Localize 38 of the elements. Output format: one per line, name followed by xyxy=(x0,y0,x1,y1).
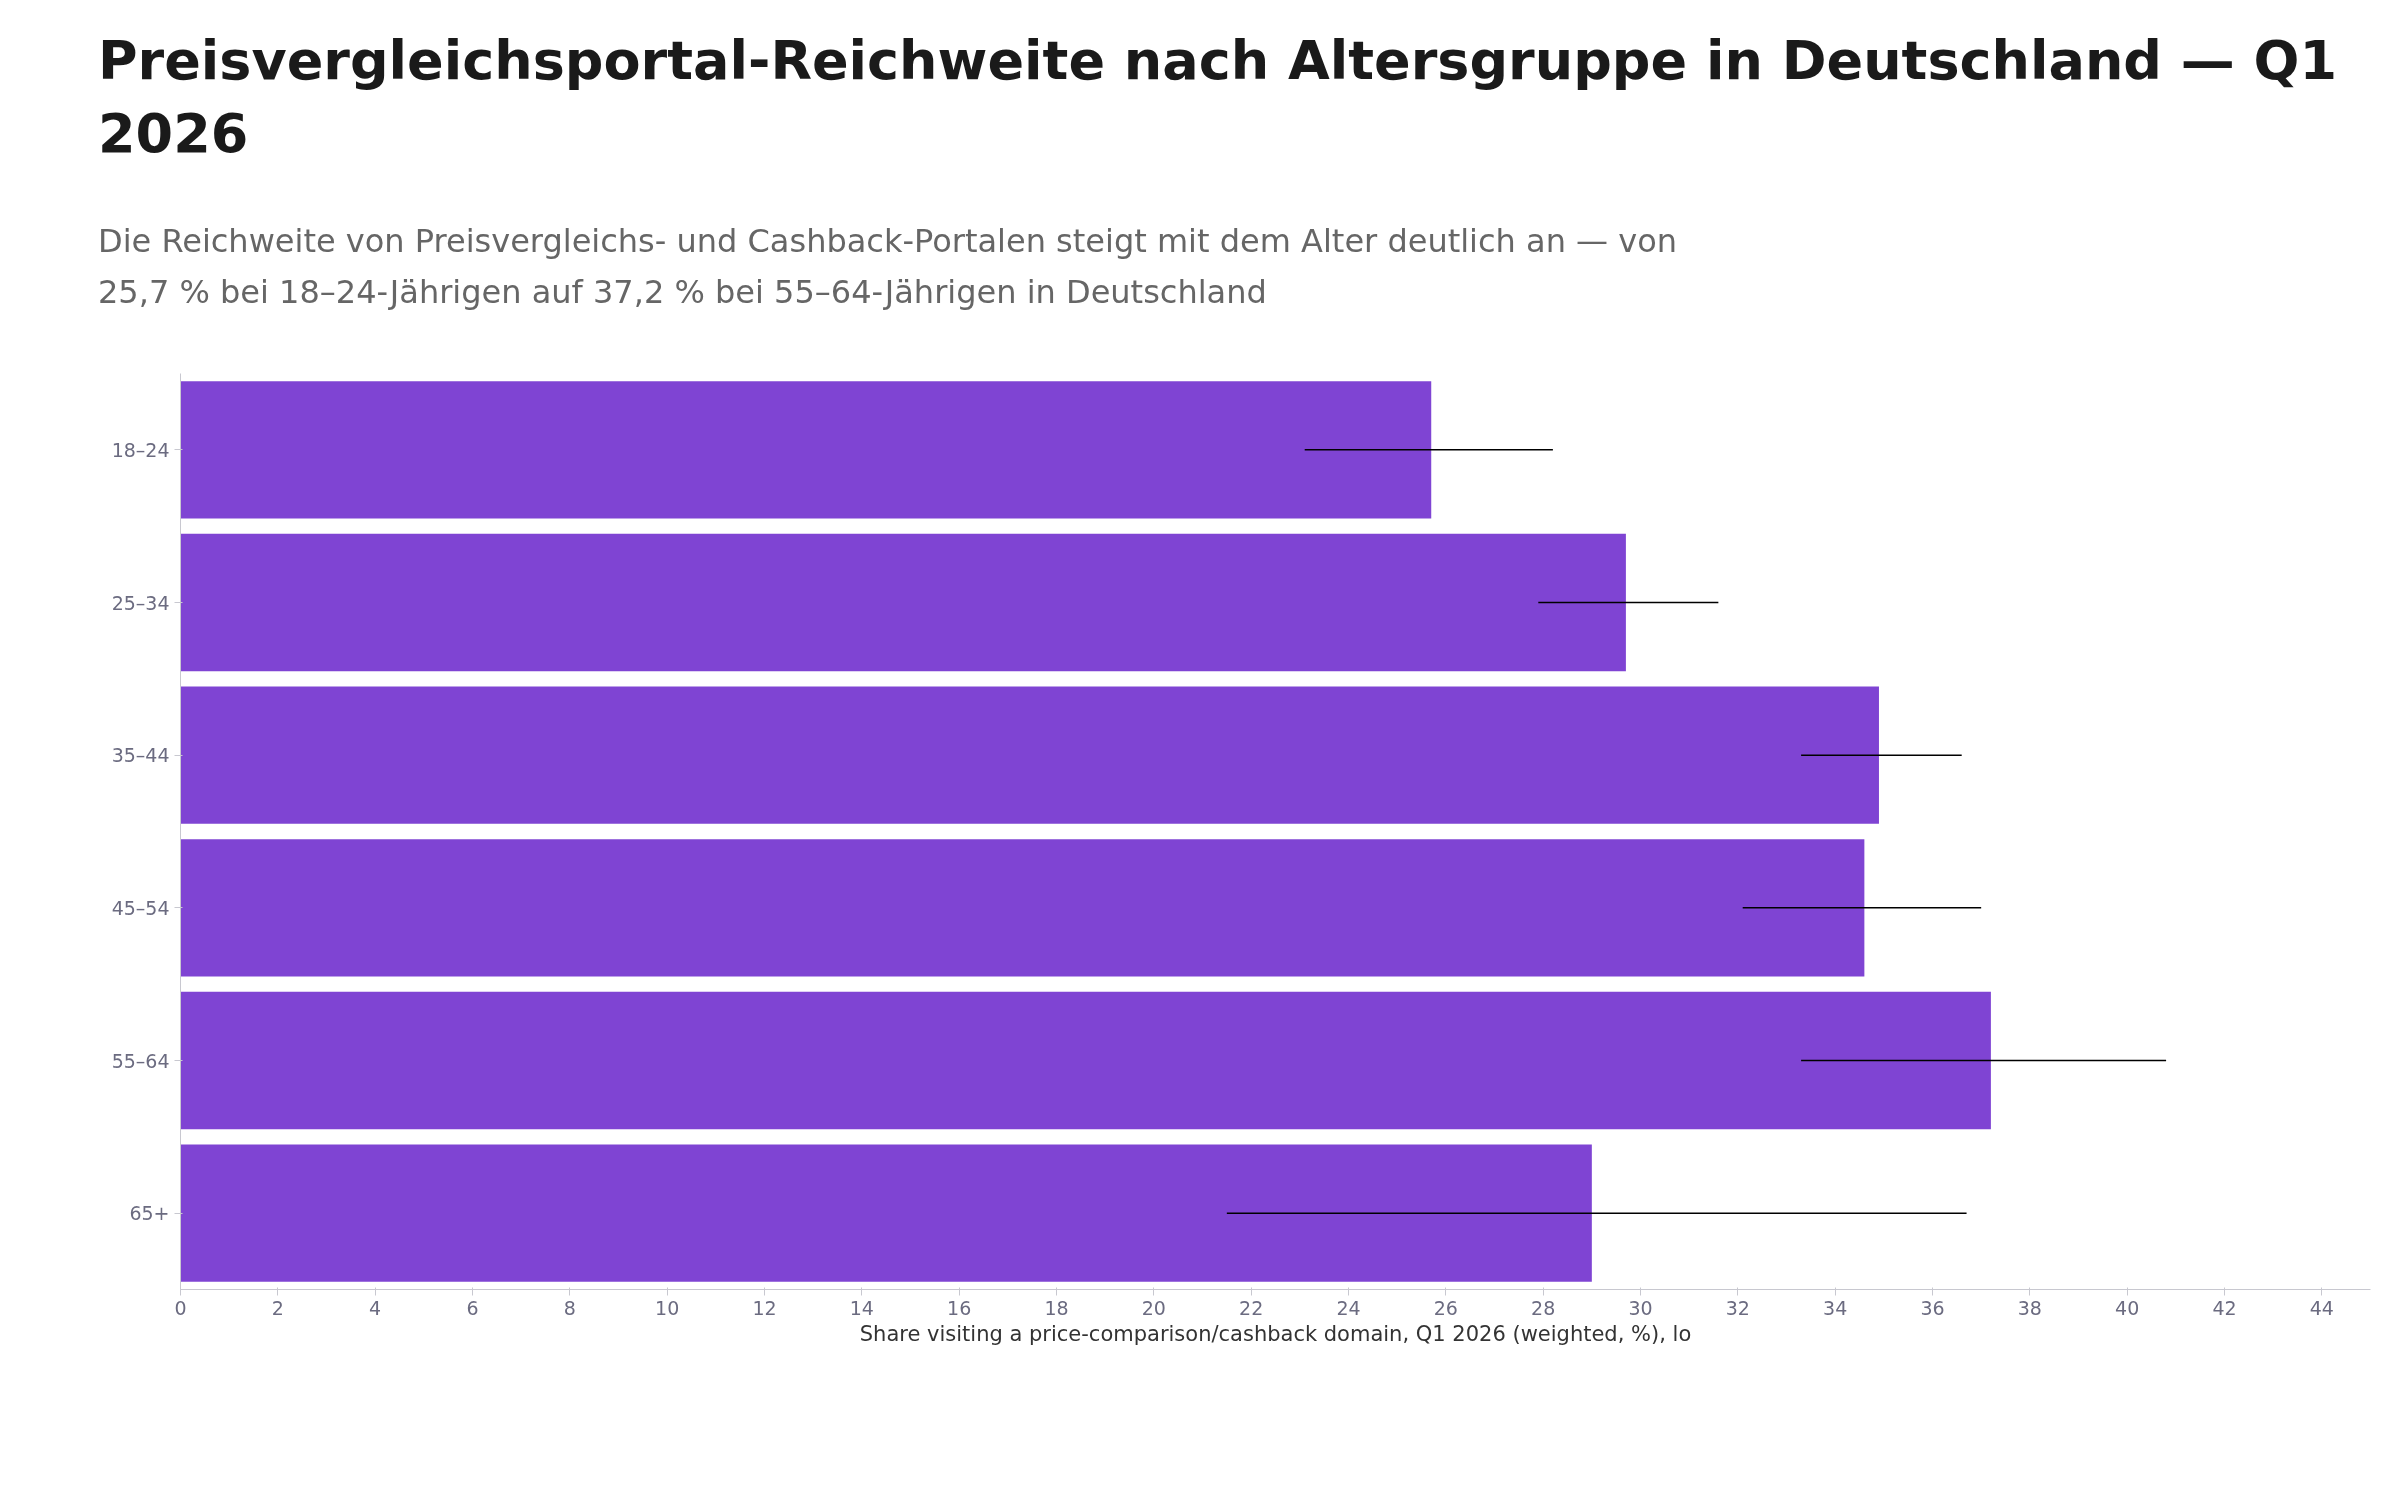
y-tick-label: 25–34 xyxy=(111,591,170,614)
x-tick-label: 4 xyxy=(369,1296,382,1319)
x-tick-label: 0 xyxy=(174,1296,187,1319)
y-tick-label: 45–54 xyxy=(111,896,170,919)
bar xyxy=(180,381,1432,519)
x-tick-label: 14 xyxy=(849,1296,874,1319)
y-tick-label: 35–44 xyxy=(111,744,170,767)
chart-subtitle: Die Reichweite von Preisvergleichs- und Cashback-Portalen steigt mit dem Alter deutlich an — von 25,7 % bei 18–24-Jährigen auf 37,2 % bei 55–64-Jährigen in Deutschland xyxy=(98,220,1679,313)
x-tick-label: 10 xyxy=(655,1296,680,1319)
x-tick-label: 36 xyxy=(1920,1296,1945,1319)
x-tick-label: 38 xyxy=(2017,1296,2042,1319)
bar xyxy=(180,533,1626,672)
x-tick-label: 6 xyxy=(466,1296,479,1319)
x-axis-title: Share visiting a price-comparison/cashback domain, Q1 2026 (weighted, %), lo xyxy=(859,1321,1692,1346)
y-tick-label: 55–64 xyxy=(111,1049,170,1072)
x-tick-label: 42 xyxy=(2212,1296,2237,1319)
bar xyxy=(180,1144,1592,1283)
x-tick-label: 20 xyxy=(1141,1296,1166,1319)
bar xyxy=(180,686,1879,825)
x-tick-label: 12 xyxy=(752,1296,777,1319)
bar xyxy=(180,839,1865,977)
y-tick-label: 18–24 xyxy=(111,438,170,461)
x-tick-label: 18 xyxy=(1044,1296,1069,1319)
x-tick-label: 40 xyxy=(2115,1296,2140,1319)
x-tick-label: 34 xyxy=(1823,1296,1848,1319)
x-tick-label: 8 xyxy=(563,1296,576,1319)
x-tick-label: 26 xyxy=(1433,1296,1458,1319)
x-tick-label: 30 xyxy=(1628,1296,1653,1319)
x-tick-label: 2 xyxy=(271,1296,284,1319)
x-tick-label: 24 xyxy=(1336,1296,1361,1319)
x-tick-label: 22 xyxy=(1239,1296,1264,1319)
bar xyxy=(180,991,1991,1130)
x-tick-label: 16 xyxy=(947,1296,972,1319)
x-tick-label: 32 xyxy=(1725,1296,1750,1319)
y-tick-label: 65+ xyxy=(129,1202,170,1225)
x-tick-label: 28 xyxy=(1531,1296,1556,1319)
chart-title: Preisvergleichsportal-Reichweite nach Altersgruppe in Deutschland — Q1 2026 xyxy=(98,28,2339,167)
x-tick-label: 44 xyxy=(2309,1296,2334,1319)
